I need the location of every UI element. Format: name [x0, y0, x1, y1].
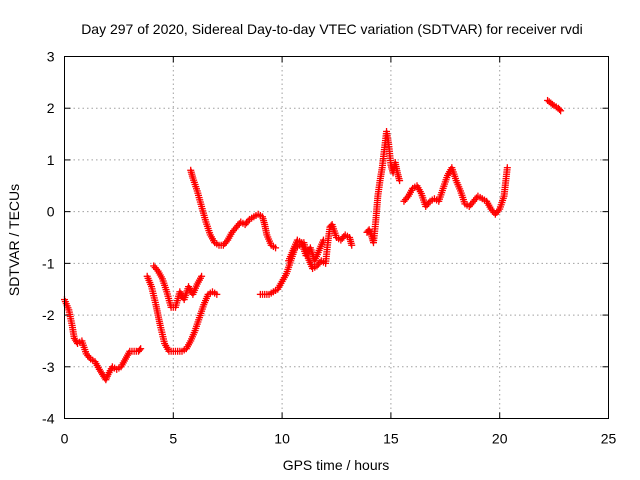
x-axis-label: GPS time / hours — [283, 457, 390, 473]
x-tick-label: 0 — [61, 431, 69, 447]
x-tick-label: 15 — [383, 431, 399, 447]
y-tick-label: -2 — [42, 307, 55, 323]
x-tick-label: 20 — [492, 431, 508, 447]
data-point — [136, 346, 144, 354]
y-axis-label: SDTVAR / TECUs — [6, 184, 22, 296]
x-tick-label: 10 — [274, 431, 290, 447]
plot-frame — [64, 56, 609, 419]
chart-title: Day 297 of 2020, Sidereal Day-to-day VTE… — [81, 21, 583, 37]
y-tick-label: 1 — [47, 152, 55, 168]
data-point — [556, 106, 564, 114]
y-tick-label: 3 — [47, 49, 55, 65]
data-point — [548, 100, 556, 108]
x-tick-label: 5 — [169, 431, 177, 447]
y-tick-label: -1 — [42, 255, 55, 271]
y-tick-label: -4 — [42, 411, 55, 427]
data-point — [319, 236, 327, 244]
data-point — [198, 272, 206, 280]
y-tick-label: 0 — [47, 204, 55, 220]
y-tick-label: -3 — [42, 359, 55, 375]
data-points — [61, 96, 565, 384]
data-point — [396, 177, 404, 185]
data-point — [213, 290, 221, 298]
y-tick-labels: -4 -3 -2 -1 0 1 2 3 — [42, 49, 55, 427]
data-point — [503, 164, 511, 172]
data-point — [272, 244, 280, 252]
x-tick-labels: 0 5 10 15 20 25 — [61, 431, 617, 447]
data-point — [557, 107, 565, 115]
x-tick-label: 25 — [601, 431, 617, 447]
data-point — [137, 345, 145, 353]
data-point — [348, 241, 356, 249]
y-tick-label: 2 — [47, 100, 55, 116]
